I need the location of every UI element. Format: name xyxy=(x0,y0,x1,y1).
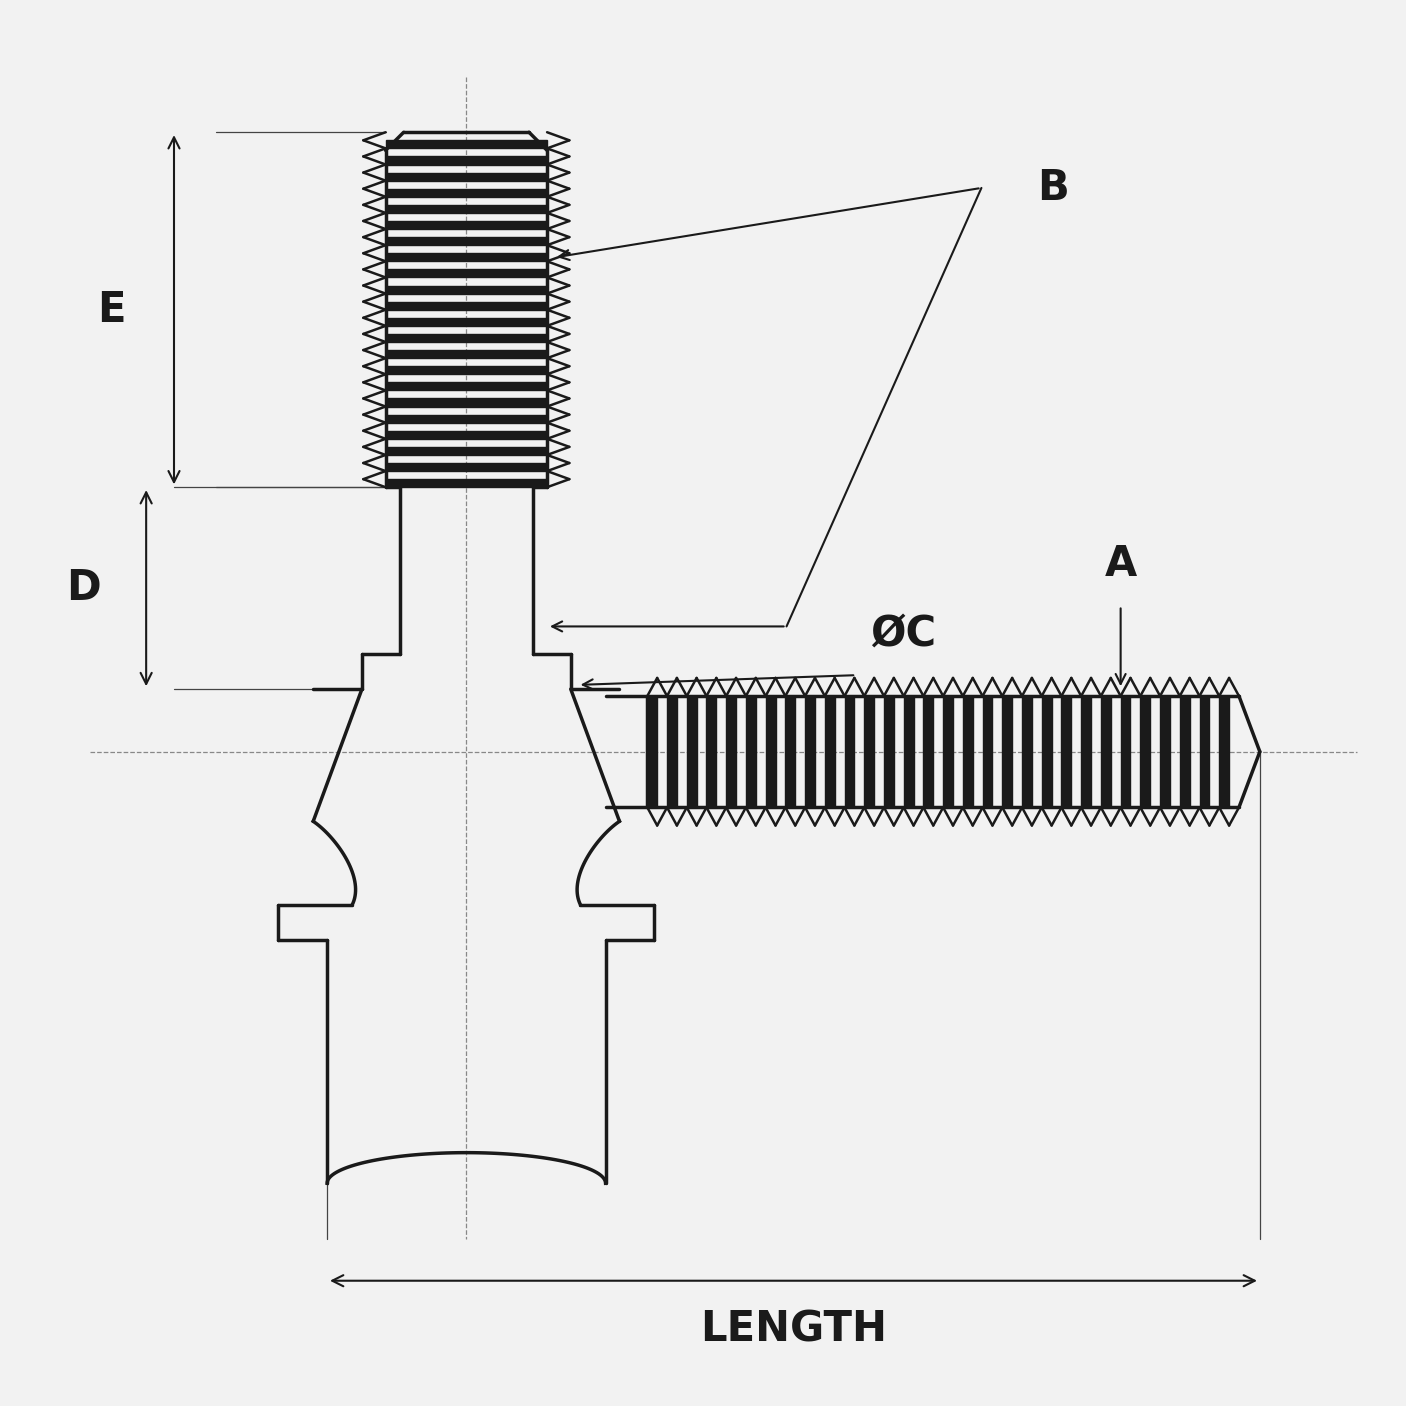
Polygon shape xyxy=(1140,696,1150,807)
Polygon shape xyxy=(1199,696,1209,807)
Polygon shape xyxy=(963,696,973,807)
Polygon shape xyxy=(1022,696,1032,807)
Polygon shape xyxy=(385,188,547,197)
Polygon shape xyxy=(385,447,547,456)
Polygon shape xyxy=(766,696,776,807)
Polygon shape xyxy=(666,696,676,807)
Polygon shape xyxy=(385,173,547,180)
Polygon shape xyxy=(706,696,716,807)
Polygon shape xyxy=(385,205,547,212)
Polygon shape xyxy=(943,696,953,807)
Polygon shape xyxy=(385,463,547,471)
Polygon shape xyxy=(385,285,547,294)
Polygon shape xyxy=(983,696,993,807)
Text: B: B xyxy=(1038,167,1069,209)
Polygon shape xyxy=(1160,696,1170,807)
Text: A: A xyxy=(1105,543,1137,585)
Polygon shape xyxy=(924,696,934,807)
Polygon shape xyxy=(786,696,796,807)
Polygon shape xyxy=(385,253,547,262)
Polygon shape xyxy=(385,382,547,391)
Polygon shape xyxy=(385,479,547,488)
Polygon shape xyxy=(727,696,737,807)
Polygon shape xyxy=(845,696,855,807)
Polygon shape xyxy=(1062,696,1071,807)
Polygon shape xyxy=(385,238,547,245)
Text: ØC: ØC xyxy=(870,613,936,654)
Polygon shape xyxy=(1219,696,1229,807)
Polygon shape xyxy=(865,696,875,807)
Polygon shape xyxy=(1002,696,1012,807)
Polygon shape xyxy=(385,156,547,165)
Polygon shape xyxy=(686,696,696,807)
Polygon shape xyxy=(884,696,894,807)
Polygon shape xyxy=(385,318,547,326)
Text: LENGTH: LENGTH xyxy=(700,1309,887,1350)
Polygon shape xyxy=(385,221,547,229)
Polygon shape xyxy=(385,270,547,277)
Polygon shape xyxy=(385,302,547,309)
Polygon shape xyxy=(647,696,657,807)
Polygon shape xyxy=(385,430,547,439)
Polygon shape xyxy=(385,141,547,149)
Polygon shape xyxy=(806,696,815,807)
Polygon shape xyxy=(1101,696,1111,807)
Text: D: D xyxy=(66,567,101,609)
Polygon shape xyxy=(825,696,835,807)
Polygon shape xyxy=(904,696,914,807)
Polygon shape xyxy=(1042,696,1052,807)
Polygon shape xyxy=(1081,696,1091,807)
Polygon shape xyxy=(385,415,547,423)
Polygon shape xyxy=(385,350,547,359)
Text: E: E xyxy=(97,288,125,330)
Polygon shape xyxy=(385,335,547,342)
Polygon shape xyxy=(1121,696,1130,807)
Polygon shape xyxy=(1180,696,1189,807)
Polygon shape xyxy=(385,366,547,374)
Polygon shape xyxy=(385,398,547,406)
Polygon shape xyxy=(747,696,756,807)
